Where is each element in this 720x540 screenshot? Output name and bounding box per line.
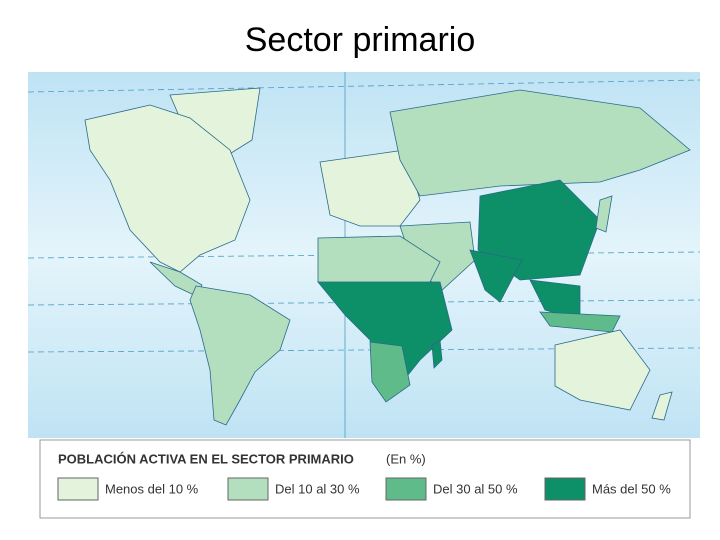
new-zealand — [651, 391, 673, 421]
south-america — [189, 285, 291, 426]
legend-label: Más del 50 % — [592, 481, 671, 496]
north-america — [84, 104, 251, 273]
madagascar — [431, 339, 443, 369]
japan — [595, 195, 613, 233]
china — [477, 179, 601, 281]
australia — [554, 329, 651, 411]
legend-items: Menos del 10 % Del 10 al 30 % Del 30 al 50… — [57, 477, 671, 501]
legend-swatch — [227, 477, 269, 501]
map-regions — [84, 87, 691, 426]
legend-unit: (En %) — [386, 451, 426, 466]
legend-swatch — [544, 477, 586, 501]
legend-label: Del 10 al 30 % — [275, 481, 360, 496]
legend-label: Menos del 10 % — [105, 481, 199, 496]
legend-swatch — [57, 477, 99, 501]
southern-africa — [369, 341, 411, 403]
russia — [389, 89, 691, 197]
legend-title: POBLACIÓN ACTIVA EN EL SECTOR PRIMARIO — [58, 451, 354, 466]
legend-label: Del 30 al 50 % — [433, 481, 518, 496]
india — [469, 249, 523, 303]
slide-title: Sector primario — [245, 21, 476, 59]
legend-swatch — [385, 477, 427, 501]
